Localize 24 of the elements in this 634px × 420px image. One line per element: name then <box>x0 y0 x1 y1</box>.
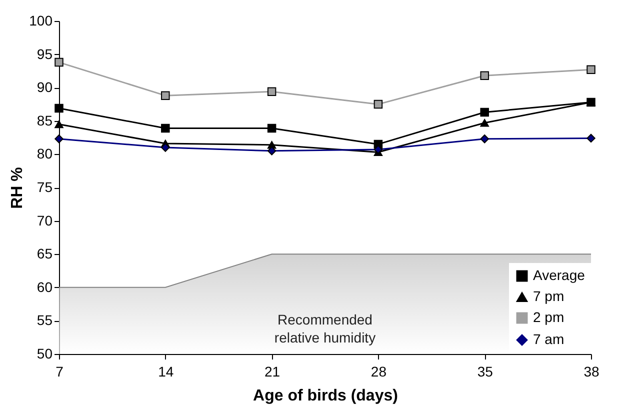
x-tick-label: 28 <box>370 364 387 380</box>
y-tick-label: 65 <box>36 246 53 262</box>
x-tick-label: 7 <box>56 364 64 380</box>
y-tick-label: 70 <box>36 212 53 228</box>
x-tick-label: 21 <box>264 364 280 380</box>
legend-label: 7 pm <box>533 288 564 304</box>
y-tick-label: 50 <box>36 346 53 362</box>
y-tick-label: 60 <box>36 278 53 295</box>
x-tick-label: 14 <box>158 364 174 380</box>
x-tick-label: 38 <box>584 364 600 380</box>
y-tick-label: 90 <box>36 79 53 96</box>
legend-label: Average <box>533 267 586 283</box>
legend-label: 2 pm <box>533 309 564 325</box>
x-axis-title: Age of birds (days) <box>253 388 398 404</box>
x-tick-label: 35 <box>477 364 494 380</box>
y-tick-label: 85 <box>36 112 53 128</box>
y-tick-label: 100 <box>29 12 53 28</box>
series-label: Recommended relative humidity <box>274 312 376 346</box>
y-tick-label: 95 <box>36 46 53 62</box>
y-axis-title: RH % <box>9 167 26 209</box>
legend-label: 7 am <box>533 331 564 347</box>
y-tick-label: 55 <box>36 312 53 328</box>
y-tick-label: 75 <box>36 179 53 195</box>
y-tick-label: 80 <box>36 146 53 162</box>
